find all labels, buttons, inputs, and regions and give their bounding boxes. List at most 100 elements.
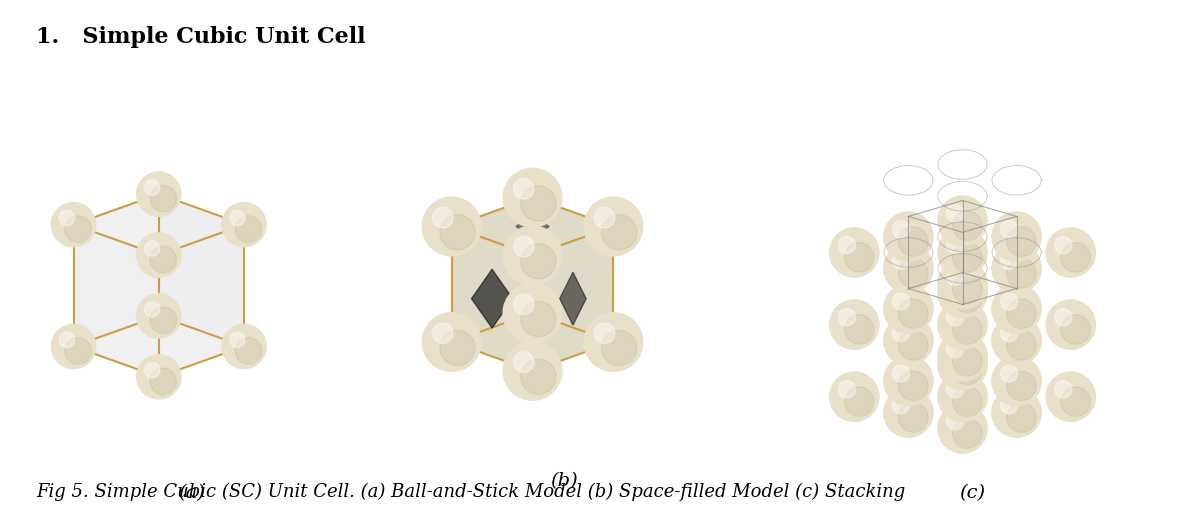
Circle shape	[514, 294, 534, 315]
Circle shape	[432, 207, 454, 228]
Polygon shape	[451, 226, 533, 371]
Polygon shape	[533, 226, 613, 371]
Circle shape	[1055, 381, 1072, 398]
Circle shape	[938, 268, 988, 317]
Circle shape	[514, 178, 534, 199]
Circle shape	[1007, 227, 1037, 257]
Circle shape	[829, 228, 878, 277]
Circle shape	[899, 227, 928, 257]
Circle shape	[601, 330, 637, 365]
Circle shape	[883, 244, 934, 293]
Circle shape	[503, 168, 562, 227]
Circle shape	[1007, 259, 1037, 288]
Circle shape	[1061, 315, 1091, 344]
Circle shape	[503, 226, 562, 285]
Circle shape	[938, 372, 988, 422]
Circle shape	[144, 362, 160, 378]
Circle shape	[947, 340, 964, 358]
Circle shape	[150, 246, 176, 273]
Circle shape	[521, 186, 556, 221]
Circle shape	[229, 210, 245, 226]
Circle shape	[992, 356, 1042, 406]
Polygon shape	[451, 198, 613, 256]
Circle shape	[594, 207, 614, 228]
Polygon shape	[73, 225, 158, 377]
Circle shape	[594, 323, 614, 343]
Circle shape	[137, 294, 181, 338]
Circle shape	[893, 221, 910, 238]
Circle shape	[992, 388, 1042, 437]
Polygon shape	[73, 316, 244, 377]
Circle shape	[829, 372, 878, 422]
Circle shape	[953, 211, 983, 241]
Circle shape	[1001, 365, 1018, 382]
Circle shape	[52, 202, 96, 247]
Circle shape	[222, 324, 266, 368]
Circle shape	[150, 368, 176, 394]
Circle shape	[514, 236, 534, 257]
Polygon shape	[451, 313, 613, 371]
Circle shape	[953, 315, 983, 344]
Circle shape	[829, 300, 878, 350]
Polygon shape	[559, 272, 586, 325]
Text: (b): (b)	[550, 472, 578, 490]
Circle shape	[992, 284, 1042, 333]
Circle shape	[235, 216, 262, 242]
Circle shape	[953, 274, 983, 304]
Circle shape	[1007, 299, 1037, 329]
Circle shape	[839, 381, 856, 398]
Circle shape	[584, 313, 643, 371]
Circle shape	[938, 228, 988, 277]
Circle shape	[229, 332, 245, 347]
Circle shape	[992, 316, 1042, 365]
Circle shape	[899, 259, 928, 288]
Circle shape	[59, 210, 74, 226]
Polygon shape	[158, 194, 244, 346]
Circle shape	[938, 404, 988, 453]
Polygon shape	[451, 198, 533, 342]
Circle shape	[1001, 221, 1018, 238]
Circle shape	[1001, 324, 1018, 342]
Circle shape	[893, 293, 910, 310]
Circle shape	[503, 341, 562, 400]
Circle shape	[845, 315, 874, 344]
Circle shape	[899, 403, 928, 432]
Circle shape	[883, 284, 934, 333]
Circle shape	[845, 243, 874, 272]
Circle shape	[144, 180, 160, 195]
Circle shape	[1007, 403, 1037, 432]
Circle shape	[432, 323, 454, 343]
Circle shape	[144, 241, 160, 256]
Circle shape	[992, 244, 1042, 293]
Circle shape	[883, 388, 934, 437]
Circle shape	[947, 205, 964, 222]
Circle shape	[883, 212, 934, 261]
Circle shape	[839, 237, 856, 254]
Text: 1.   Simple Cubic Unit Cell: 1. Simple Cubic Unit Cell	[36, 26, 366, 48]
Circle shape	[1007, 371, 1037, 401]
Circle shape	[953, 387, 983, 416]
Circle shape	[899, 299, 928, 329]
Circle shape	[947, 309, 964, 326]
Circle shape	[1007, 331, 1037, 360]
Circle shape	[899, 331, 928, 360]
Circle shape	[1001, 293, 1018, 310]
Circle shape	[938, 260, 988, 309]
Circle shape	[938, 332, 988, 381]
Circle shape	[953, 419, 983, 448]
Polygon shape	[533, 198, 613, 342]
Circle shape	[137, 355, 181, 399]
Circle shape	[601, 215, 637, 250]
Circle shape	[137, 233, 181, 277]
Circle shape	[137, 172, 181, 216]
Circle shape	[1055, 237, 1072, 254]
Circle shape	[938, 340, 988, 390]
Circle shape	[938, 300, 988, 350]
Circle shape	[938, 196, 988, 245]
Circle shape	[893, 365, 910, 382]
Circle shape	[953, 283, 983, 313]
Circle shape	[839, 309, 856, 326]
Circle shape	[947, 349, 964, 366]
Circle shape	[845, 387, 874, 416]
Circle shape	[953, 243, 983, 272]
